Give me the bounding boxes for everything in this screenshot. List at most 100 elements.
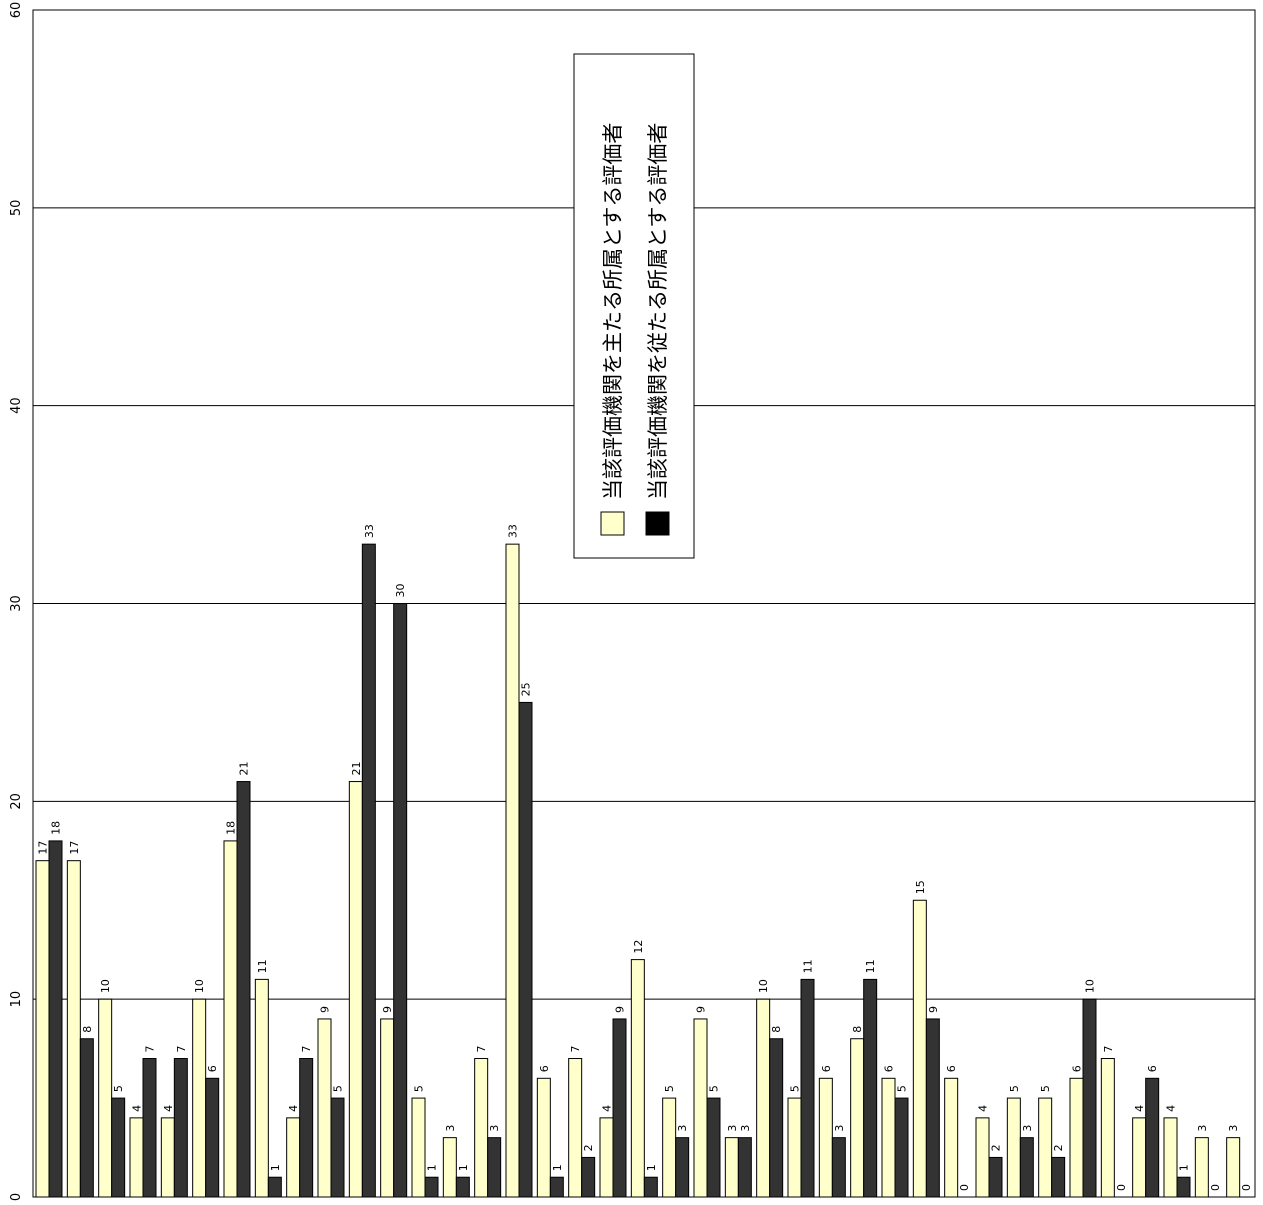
data-label: 5: [1008, 1085, 1021, 1092]
bar-secondary: [424, 1176, 439, 1198]
bar-secondary: [643, 1176, 658, 1198]
bar-secondary: [706, 1097, 721, 1198]
bar-primary: [1069, 1077, 1084, 1198]
data-label: 12: [632, 940, 645, 954]
bar-secondary: [925, 1018, 940, 1198]
bar-secondary: [831, 1137, 846, 1198]
bar-secondary: [79, 1038, 94, 1198]
data-label: 9: [927, 1006, 940, 1013]
legend-label-secondary: 当該評価機関を従たる所属とする評価者: [646, 123, 670, 500]
y-axis: 0 10 20 30 40 50 60: [9, 2, 24, 1201]
data-label: 10: [1084, 979, 1097, 993]
bar-secondary: [894, 1097, 909, 1198]
data-label: 6: [538, 1065, 551, 1072]
bar-primary: [818, 1077, 833, 1198]
bar-primary: [662, 1097, 677, 1198]
bar-primary: [1163, 1117, 1178, 1198]
data-label: 2: [1052, 1144, 1065, 1151]
bar-primary: [223, 840, 238, 1198]
data-label: 6: [206, 1065, 219, 1072]
data-label: 7: [475, 1046, 488, 1053]
data-label: 7: [175, 1046, 188, 1053]
plot-frame: [32, 9, 1256, 1198]
data-label: 6: [883, 1065, 896, 1072]
bar-primary: [850, 1038, 865, 1198]
bar-primary: [192, 998, 207, 1198]
bar-primary: [944, 1077, 959, 1198]
bar-primary: [254, 978, 269, 1198]
bar-primary: [1038, 1097, 1053, 1198]
data-label: 4: [601, 1105, 614, 1112]
data-label: 5: [663, 1085, 676, 1092]
data-label: 1: [426, 1164, 439, 1171]
legend-label-primary: 当該評価機関を主たる所属とする評価者: [601, 123, 625, 500]
bar-secondary: [361, 543, 376, 1198]
data-label: 11: [802, 959, 815, 973]
data-label: 5: [1039, 1085, 1052, 1092]
bar-secondary: [173, 1058, 188, 1198]
bar-secondary: [455, 1176, 470, 1198]
data-label: 4: [131, 1105, 144, 1112]
bar-secondary: [863, 978, 878, 1198]
data-label: 1: [645, 1164, 658, 1171]
data-label: 5: [332, 1085, 345, 1092]
bar-secondary: [111, 1097, 126, 1198]
bar-primary: [160, 1117, 175, 1198]
bar-primary: [286, 1117, 301, 1198]
data-label: 3: [1196, 1125, 1209, 1132]
data-label: 17: [37, 841, 50, 855]
bar-primary: [787, 1097, 802, 1198]
data-label: 1: [269, 1164, 282, 1171]
bar-primary: [442, 1137, 457, 1198]
data-label: 9: [381, 1006, 394, 1013]
data-label: 3: [833, 1125, 846, 1132]
data-label: 8: [851, 1026, 864, 1033]
data-label: 30: [394, 584, 407, 598]
bar-primary: [1100, 1058, 1115, 1198]
bar-primary: [1194, 1137, 1209, 1198]
bar-primary: [474, 1058, 489, 1198]
bar-primary: [693, 1018, 708, 1198]
bar-secondary: [612, 1018, 627, 1198]
data-label: 15: [914, 880, 927, 894]
data-label: 7: [300, 1046, 313, 1053]
bar-secondary: [1051, 1156, 1066, 1198]
data-label: 3: [726, 1125, 739, 1132]
data-label: 10: [757, 979, 770, 993]
data-label: 4: [977, 1105, 990, 1112]
data-label: 1: [457, 1164, 470, 1171]
y-tick-label: 50: [9, 200, 24, 217]
data-label: 9: [695, 1006, 708, 1013]
data-label: 11: [864, 959, 877, 973]
bar-secondary: [675, 1137, 690, 1198]
data-label: 33: [363, 524, 376, 538]
bar-secondary: [393, 603, 408, 1198]
data-label: 4: [1133, 1105, 1146, 1112]
bar-secondary: [205, 1077, 220, 1198]
bar-primary: [1132, 1117, 1147, 1198]
data-label: 7: [144, 1046, 157, 1053]
legend-box: [573, 53, 695, 559]
legend: 当該評価機関を主たる所属とする評価者 当該評価機関を従たる所属とする評価者: [573, 53, 695, 559]
data-label: 3: [488, 1125, 501, 1132]
y-tick-label: 30: [9, 595, 24, 612]
y-tick-label: 20: [9, 793, 24, 810]
data-label: 4: [162, 1105, 175, 1112]
bar-primary: [975, 1117, 990, 1198]
data-label: 11: [256, 959, 269, 973]
bar-secondary: [549, 1176, 564, 1198]
data-label: 7: [1102, 1046, 1115, 1053]
data-label: 21: [238, 762, 251, 776]
data-label: 5: [112, 1085, 125, 1092]
bar-secondary: [518, 701, 533, 1198]
data-label: 0: [958, 1184, 971, 1191]
data-label: 5: [896, 1085, 909, 1092]
bar-primary: [35, 860, 50, 1198]
bar-secondary: [48, 840, 63, 1198]
legend-swatch-primary: [600, 511, 625, 536]
bar-primary: [317, 1018, 332, 1198]
data-label: 1: [551, 1164, 564, 1171]
data-label: 8: [81, 1026, 94, 1033]
bar-primary: [881, 1077, 896, 1198]
